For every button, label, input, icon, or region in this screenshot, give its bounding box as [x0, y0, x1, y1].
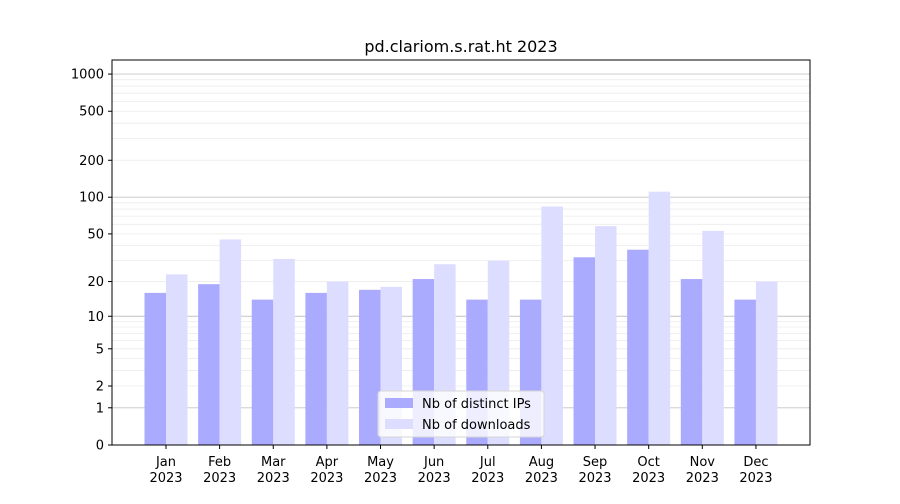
x-tick-label: Jul 2023	[471, 455, 504, 486]
x-tick-label: Sep 2023	[578, 455, 611, 486]
y-tick-label: 500	[79, 105, 104, 120]
y-tick-label: 0	[96, 439, 104, 454]
bar-ips-9	[627, 249, 649, 445]
y-tick-label: 50	[87, 227, 104, 242]
bar-ips-4	[359, 289, 381, 445]
y-tick-label: 1000	[71, 68, 104, 83]
legend-label: Nb of downloads	[422, 418, 531, 433]
bar-downloads-3	[326, 281, 349, 445]
bar-downloads-10	[702, 230, 724, 445]
y-tick-label: 1	[96, 401, 104, 416]
y-tick-label: 10	[87, 310, 104, 325]
bar-ips-10	[680, 279, 703, 445]
bar-ips-1	[198, 284, 220, 445]
y-axis: 0 1 2 5 10 20 50 100 200 500 1000	[71, 68, 112, 454]
bar-downloads-1	[219, 239, 242, 445]
bar-downloads-11	[755, 281, 778, 445]
y-tick-label: 200	[79, 154, 104, 169]
y-tick-label: 100	[79, 191, 104, 206]
legend-label: Nb of distinct IPs	[422, 397, 531, 412]
bar-ips-11	[734, 299, 756, 445]
bar-downloads-8	[595, 226, 617, 445]
legend: Nb of distinct IPs Nb of downloads	[377, 390, 545, 438]
x-tick-label: Jan 2023	[149, 455, 182, 486]
x-tick-label: Feb 2023	[203, 455, 236, 486]
bar-ips-0	[144, 292, 166, 445]
x-tick-label: Mar 2023	[257, 455, 290, 486]
x-tick-label: May 2023	[364, 455, 397, 486]
bar-ips-3	[305, 292, 327, 445]
chart-title: pd.clariom.s.rat.ht 2023	[364, 37, 557, 56]
bar-ips-8	[573, 257, 596, 445]
x-tick-label: Nov 2023	[686, 455, 719, 486]
x-tick-label: Oct 2023	[632, 455, 665, 486]
x-axis: Jan 2023 Feb 2023 Mar 2023 Apr 2023 May 2023 Jun 20…	[149, 445, 772, 486]
bars	[144, 191, 778, 445]
bar-downloads-9	[648, 191, 671, 445]
x-tick-label: Jun 2023	[418, 455, 451, 486]
bar-downloads-7	[541, 206, 563, 445]
bar-downloads-0	[166, 274, 188, 445]
x-tick-label: Aug 2023	[525, 455, 558, 486]
legend-swatch	[385, 398, 413, 408]
plot-frame	[111, 59, 811, 446]
x-tick-label: Apr 2023	[310, 455, 343, 486]
y-tick-label: 2	[96, 380, 104, 395]
bar-ips-2	[251, 299, 274, 445]
legend-box	[377, 390, 545, 438]
legend-swatch	[385, 419, 413, 429]
y-tick-label: 20	[87, 275, 104, 290]
x-tick-label: Dec 2023	[739, 455, 772, 486]
bar-downloads-2	[273, 258, 295, 445]
y-tick-label: 5	[96, 342, 104, 357]
